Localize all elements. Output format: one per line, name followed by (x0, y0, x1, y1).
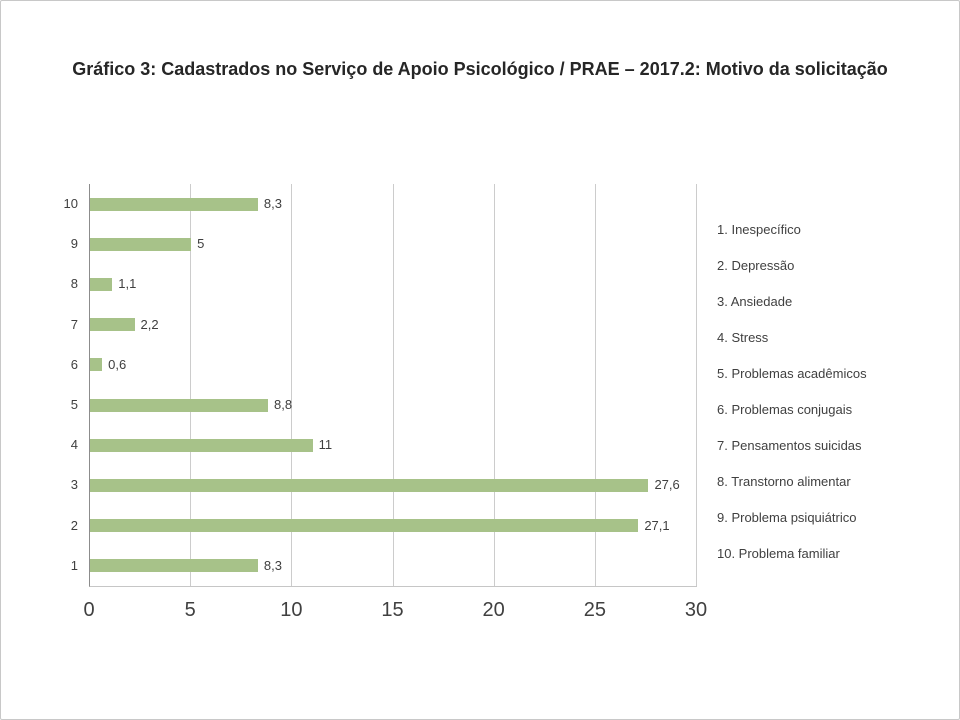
legend-item: 10. Problema familiar (717, 546, 840, 561)
bar (90, 197, 258, 211)
category-label: 4 (70, 437, 78, 453)
legend-item: 5. Problemas acadêmicos (717, 366, 867, 381)
x-tick-label: 30 (684, 599, 708, 621)
bar (90, 438, 313, 452)
value-label: 5 (197, 236, 205, 252)
value-label: 2,2 (140, 316, 159, 332)
bar (90, 278, 113, 291)
bar (90, 318, 135, 332)
category-label: 3 (70, 477, 78, 493)
gridline (594, 184, 596, 586)
category-label: 2 (70, 517, 78, 533)
legend-item: 3. Ansiedade (717, 294, 793, 309)
gridline (291, 184, 293, 586)
category-label: 7 (70, 316, 78, 332)
value-label: 8,8 (274, 397, 293, 412)
legend-item: 6. Problemas conjugais (717, 402, 853, 417)
value-label: 27,6 (654, 477, 680, 493)
gridline (392, 184, 394, 586)
chart-title: Gráfico 3: Cadastrados no Serviço de Apo… (72, 59, 888, 79)
x-tick-label: 15 (381, 599, 404, 621)
category-label: 5 (70, 397, 78, 412)
legend-item: 4. Stress (717, 330, 769, 345)
value-label: 11 (318, 437, 333, 453)
bar (90, 237, 192, 251)
value-label: 8,3 (263, 557, 282, 573)
value-label: 1,1 (118, 276, 137, 292)
x-axis-tick-labels: 0 5 10 15 20 25 30 (83, 599, 707, 629)
category-label: 10 (63, 196, 78, 211)
category-label: 8 (70, 276, 78, 292)
category-label: 6 (70, 356, 78, 372)
value-label: 27,1 (644, 517, 670, 533)
x-tick-label: 5 (184, 599, 196, 621)
bar (90, 358, 103, 372)
bar (90, 559, 258, 573)
x-tick-label: 20 (482, 599, 505, 621)
gridline (190, 184, 192, 586)
x-tick-label: 25 (583, 599, 606, 621)
legend-item: 9. Problema psiquiátrico (717, 510, 857, 525)
category-label: 1 (70, 557, 78, 573)
bar (90, 519, 639, 533)
category-label: 9 (70, 236, 78, 252)
legend-item: 2. Depressão (717, 258, 795, 273)
x-tick-label: 10 (280, 599, 303, 621)
gridline (696, 184, 697, 586)
gridline (493, 184, 495, 586)
value-label: 8,3 (263, 196, 282, 211)
legend-item: 7. Pensamentos suicidas (717, 438, 862, 453)
plot-area: 10 8,3 9 5 8 1,1 7 2,2 6 0,6 5 8,8 4 11 3 27,6 2 27,1 1 8,3 (64, 184, 697, 587)
x-tick-label: 0 (83, 599, 95, 621)
bar (90, 398, 269, 412)
legend: 1. Inespecífico 2. Depressão 3. Ansiedade 4… (717, 212, 942, 572)
legend-item: 1. Inespecífico (717, 222, 801, 237)
bar (90, 479, 649, 492)
value-label: 0,6 (108, 356, 127, 372)
legend-item: 8. Transtorno alimentar (717, 474, 851, 489)
